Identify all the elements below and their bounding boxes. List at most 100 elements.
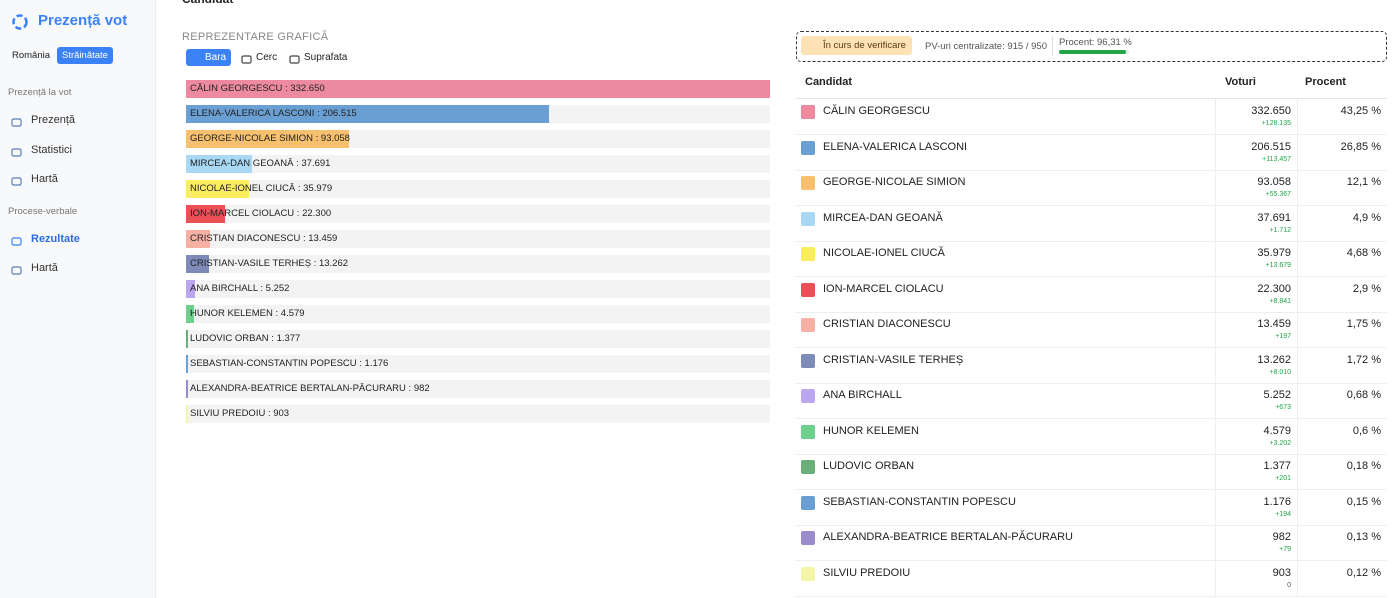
view-tab[interactable]: Bara: [186, 49, 232, 66]
scope-tab[interactable]: Străinătate: [57, 47, 113, 64]
nav-icon[interactable]: [11, 234, 22, 246]
color-swatch: [801, 140, 815, 155]
color-swatch: [801, 460, 815, 474]
votes: 1.377: [1263, 460, 1291, 472]
votes: 206.515: [1251, 140, 1291, 153]
view-tab-icon[interactable]: [241, 52, 252, 64]
section-title: Procese-verbale: [8, 205, 78, 217]
column-header: Candidat: [805, 76, 853, 88]
bar-track: [186, 330, 770, 348]
bar-label: NICOLAE-IONEL CIUCĂ : 35.979: [190, 183, 333, 194]
bar-label: ANA BIRCHALL : 5.252: [190, 283, 290, 294]
bar-label: SEBASTIAN-CONSTANTIN POPESCU : 1.176: [190, 358, 389, 369]
percent: 2,9 %: [1352, 282, 1381, 295]
votes-delta: 0: [1287, 581, 1291, 589]
votes-delta: +1.712: [1269, 226, 1291, 234]
column-header: Procent: [1305, 76, 1346, 88]
view-tab-icon[interactable]: [289, 52, 300, 64]
candidate-name: HUNOR KELEMEN: [823, 424, 919, 437]
nav-icon[interactable]: [11, 145, 22, 157]
percent: 0,68 %: [1346, 389, 1381, 401]
nav-item[interactable]: Statistici: [31, 143, 72, 156]
color-swatch: [801, 424, 815, 439]
nav-item[interactable]: Prezență: [31, 114, 76, 126]
table-row: [796, 170, 1387, 206]
bar-track: [186, 280, 770, 298]
view-tab[interactable]: Suprafata: [304, 52, 348, 63]
nav-item[interactable]: Hartă: [31, 173, 58, 185]
percent: 12,1 %: [1346, 176, 1381, 188]
cell-divider: [1297, 312, 1298, 347]
scope-tab[interactable]: România: [12, 50, 51, 61]
color-swatch: [801, 105, 815, 119]
bar: [186, 180, 250, 198]
candidate-name: CRISTIAN DIACONESCU: [823, 318, 951, 330]
nav-icon[interactable]: [11, 263, 22, 275]
votes: 13.262: [1257, 353, 1291, 366]
icon-glyph: [11, 118, 22, 127]
candidate-name: MIRCEA-DAN GEOANĂ: [823, 211, 943, 224]
votes-delta: +197: [1275, 333, 1291, 340]
color-swatch: [801, 495, 815, 510]
bar: [186, 105, 549, 123]
table-row: [796, 99, 1387, 135]
cell-divider: [1215, 205, 1216, 241]
bar-label: HUNOR KELEMEN : 4.579: [190, 308, 305, 319]
bar-track: [186, 180, 770, 198]
view-tab[interactable]: Cerc: [256, 52, 278, 63]
bar: [186, 130, 350, 148]
cell-divider: [1215, 134, 1216, 170]
nav-icon[interactable]: [11, 115, 22, 127]
cell-divider: [1215, 276, 1216, 312]
cell-divider: [1215, 418, 1216, 454]
cell-divider: [1215, 489, 1216, 525]
votes-delta: +8.841: [1269, 297, 1291, 305]
percent: 4,68 %: [1346, 247, 1381, 259]
votes-delta: +673: [1275, 404, 1291, 411]
bar: [186, 255, 210, 273]
cell-divider: [1215, 560, 1216, 596]
candidate-name: CRISTIAN-VASILE TERHEȘ: [823, 353, 964, 366]
votes-delta: +128.135: [1261, 120, 1291, 127]
divider: [1052, 36, 1053, 56]
table-row: [796, 312, 1387, 348]
bar-track: [186, 305, 770, 323]
votes: 903: [1272, 566, 1291, 579]
bar-label: CĂLIN GEORGESCU : 332.650: [190, 83, 325, 94]
bar-label: ELENA-VALERICA LASCONI : 206.515: [190, 108, 357, 119]
color-swatch: [801, 389, 815, 403]
color-swatch: [801, 318, 815, 332]
nav-icon[interactable]: [11, 174, 22, 186]
color-swatch: [801, 531, 815, 545]
page-title: Candidat: [182, 0, 233, 6]
color-swatch: [801, 282, 815, 297]
status-box: [796, 31, 1387, 62]
bar: [186, 280, 196, 298]
nav-item[interactable]: Hartă: [31, 262, 58, 274]
bar-label: SILVIU PREDOIU : 903: [190, 408, 290, 419]
candidate-name: ALEXANDRA-BEATRICE BERTALAN-PĂCURARU: [823, 531, 1073, 543]
bar-track: [186, 255, 770, 273]
bar: [186, 155, 253, 173]
cell-divider: [1215, 241, 1216, 276]
votes: 93.058: [1257, 176, 1291, 188]
bar-track: [186, 155, 770, 173]
table-row: [796, 561, 1387, 597]
candidate-name: LUDOVIC ORBAN: [823, 460, 915, 472]
candidate-name: SILVIU PREDOIU: [823, 566, 911, 579]
votes: 22.300: [1257, 282, 1291, 295]
percent: 26,85 %: [1340, 140, 1381, 153]
votes-delta: +113.457: [1262, 155, 1291, 163]
votes: 4.579: [1263, 424, 1291, 437]
cell-divider: [1297, 347, 1298, 383]
bar-track: [186, 230, 770, 248]
icon-glyph: [289, 55, 300, 64]
candidate-name: ION-MARCEL CIOLACU: [823, 282, 944, 295]
icon-glyph: [11, 236, 22, 246]
bar: [186, 80, 770, 98]
candidate-name: GEORGE-NICOLAE SIMION: [823, 176, 966, 188]
nav-item[interactable]: Rezultate: [31, 232, 80, 245]
